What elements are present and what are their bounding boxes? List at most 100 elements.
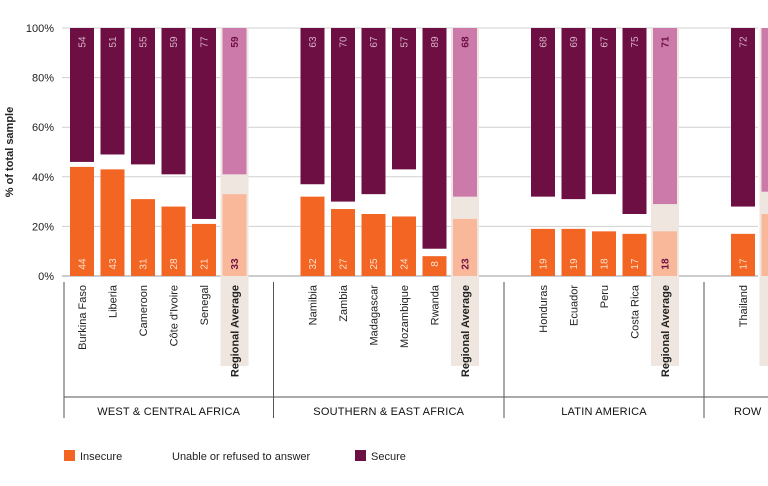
bar-secure — [392, 28, 416, 170]
value-label-insecure: 43 — [108, 258, 119, 270]
value-label-insecure: 31 — [139, 258, 150, 270]
legend: Insecure Unable or refused to answer Secur… — [64, 450, 406, 463]
y-axis-ticks: 0% 20% 40% 60% 80% 100% — [26, 23, 54, 283]
value-label-insecure: 33 — [230, 258, 241, 270]
value-label-insecure: 25 — [369, 258, 380, 270]
category-label: Liberia — [108, 284, 120, 318]
value-label-insecure: 23 — [461, 258, 472, 270]
value-label-insecure: 17 — [630, 258, 641, 270]
value-label-secure: 68 — [461, 36, 472, 48]
category-label: Regional Average — [660, 285, 672, 377]
value-label-insecure: 24 — [400, 258, 411, 270]
bar-insecure — [622, 233, 647, 276]
value-label-insecure: 27 — [339, 258, 350, 270]
value-label-secure: 67 — [600, 36, 611, 48]
category-label: Rwanda — [430, 284, 442, 325]
bar-insecure — [761, 214, 768, 276]
bar-insecure — [731, 233, 755, 276]
legend-label: Unable or refused to answer — [172, 451, 311, 463]
y-tick-label: 60% — [32, 122, 54, 134]
bar-secure — [222, 28, 247, 175]
value-label-secure: 51 — [108, 36, 119, 48]
value-label-insecure: 19 — [539, 258, 550, 270]
category-label: Côte d'Ivoire — [169, 285, 181, 346]
bar-secure — [331, 28, 355, 202]
value-label-secure: 69 — [569, 36, 580, 48]
legend-swatch-insecure — [64, 450, 75, 461]
category-label: Burkina Faso — [77, 285, 89, 350]
value-label-secure: 54 — [78, 36, 89, 48]
category-label: Ecuador — [569, 285, 581, 326]
bar-secure — [731, 28, 755, 207]
group-label: LATIN AMERICA — [561, 406, 647, 418]
y-tick-label: 40% — [32, 172, 54, 184]
value-label-insecure: 18 — [600, 258, 611, 270]
category-label: Mozambique — [399, 285, 411, 348]
y-tick-label: 80% — [32, 73, 54, 85]
bar-insecure — [331, 209, 355, 276]
value-label-secure: 77 — [200, 36, 211, 48]
bar-insecure — [131, 199, 155, 276]
bar-secure — [361, 28, 386, 195]
value-label-secure: 55 — [139, 36, 150, 48]
bar-insecure — [300, 196, 325, 276]
category-label: Regional Average — [460, 285, 472, 377]
value-label-secure: 57 — [400, 36, 411, 48]
value-label-secure: 89 — [430, 36, 441, 48]
value-label-secure: 67 — [369, 36, 380, 48]
value-label-secure: 59 — [169, 36, 180, 48]
category-label: Senegal — [199, 285, 211, 325]
category-label: Thailand — [738, 285, 750, 327]
category-label: Zambia — [338, 284, 350, 322]
bar-secure — [653, 28, 677, 205]
bar-insecure — [222, 194, 247, 276]
value-label-secure: 75 — [630, 36, 641, 48]
legend-label: Insecure — [80, 451, 122, 463]
average-band — [759, 28, 768, 366]
y-axis-label: % of total sample — [4, 107, 16, 197]
value-label-insecure: 44 — [78, 258, 89, 270]
legend-label: Secure — [371, 451, 406, 463]
bar-insecure — [100, 169, 125, 276]
value-label-insecure: 19 — [569, 258, 580, 270]
category-label: Peru — [599, 285, 611, 308]
value-label-secure: 59 — [230, 36, 241, 48]
value-label-secure: 70 — [339, 36, 350, 48]
category-labels: Burkina Faso Liberia Cameroon Côte d'Ivoire… — [77, 284, 750, 377]
bar-secure — [70, 28, 94, 162]
bar-insecure — [161, 206, 186, 276]
bar-secure — [453, 28, 477, 197]
legend-swatch-secure — [355, 450, 366, 461]
value-label-insecure: 28 — [169, 258, 180, 270]
bar-secure — [300, 28, 325, 185]
category-label: Honduras — [538, 285, 550, 333]
value-label-insecure: 18 — [661, 258, 672, 270]
group-label: SOUTHERN & EAST AFRICA — [313, 406, 464, 418]
bar-insecure — [70, 166, 94, 276]
bar-secure — [561, 28, 586, 200]
bar-insecure — [192, 223, 216, 276]
bar-insecure — [361, 214, 386, 276]
bar-insecure — [392, 216, 416, 276]
y-tick-label: 0% — [38, 271, 54, 283]
bar-insecure — [653, 231, 677, 276]
value-label-secure: 63 — [308, 36, 319, 48]
bar-secure — [131, 28, 155, 165]
bars: 44 54 43 51 31 55 28 59 21 77 33 59 32 63 27 70 25 67 24 57… — [70, 28, 768, 276]
group-label: ROW — [734, 406, 762, 418]
bar-insecure — [561, 228, 586, 276]
value-label-insecure: 17 — [739, 258, 750, 270]
bar-insecure — [592, 231, 616, 276]
bar-insecure — [422, 256, 447, 276]
y-tick-label: 100% — [26, 23, 54, 35]
category-label: Madagascar — [369, 285, 381, 346]
bar-secure — [531, 28, 555, 197]
value-label-insecure: 8 — [430, 261, 441, 267]
category-label: Costa Rica — [630, 284, 642, 339]
group-labels: WEST & CENTRAL AFRICA SOUTHERN & EAST AFR… — [63, 282, 768, 418]
value-label-insecure: 32 — [308, 258, 319, 270]
category-label: Cameroon — [138, 285, 150, 336]
y-tick-label: 20% — [32, 221, 54, 233]
bar-secure — [161, 28, 186, 175]
